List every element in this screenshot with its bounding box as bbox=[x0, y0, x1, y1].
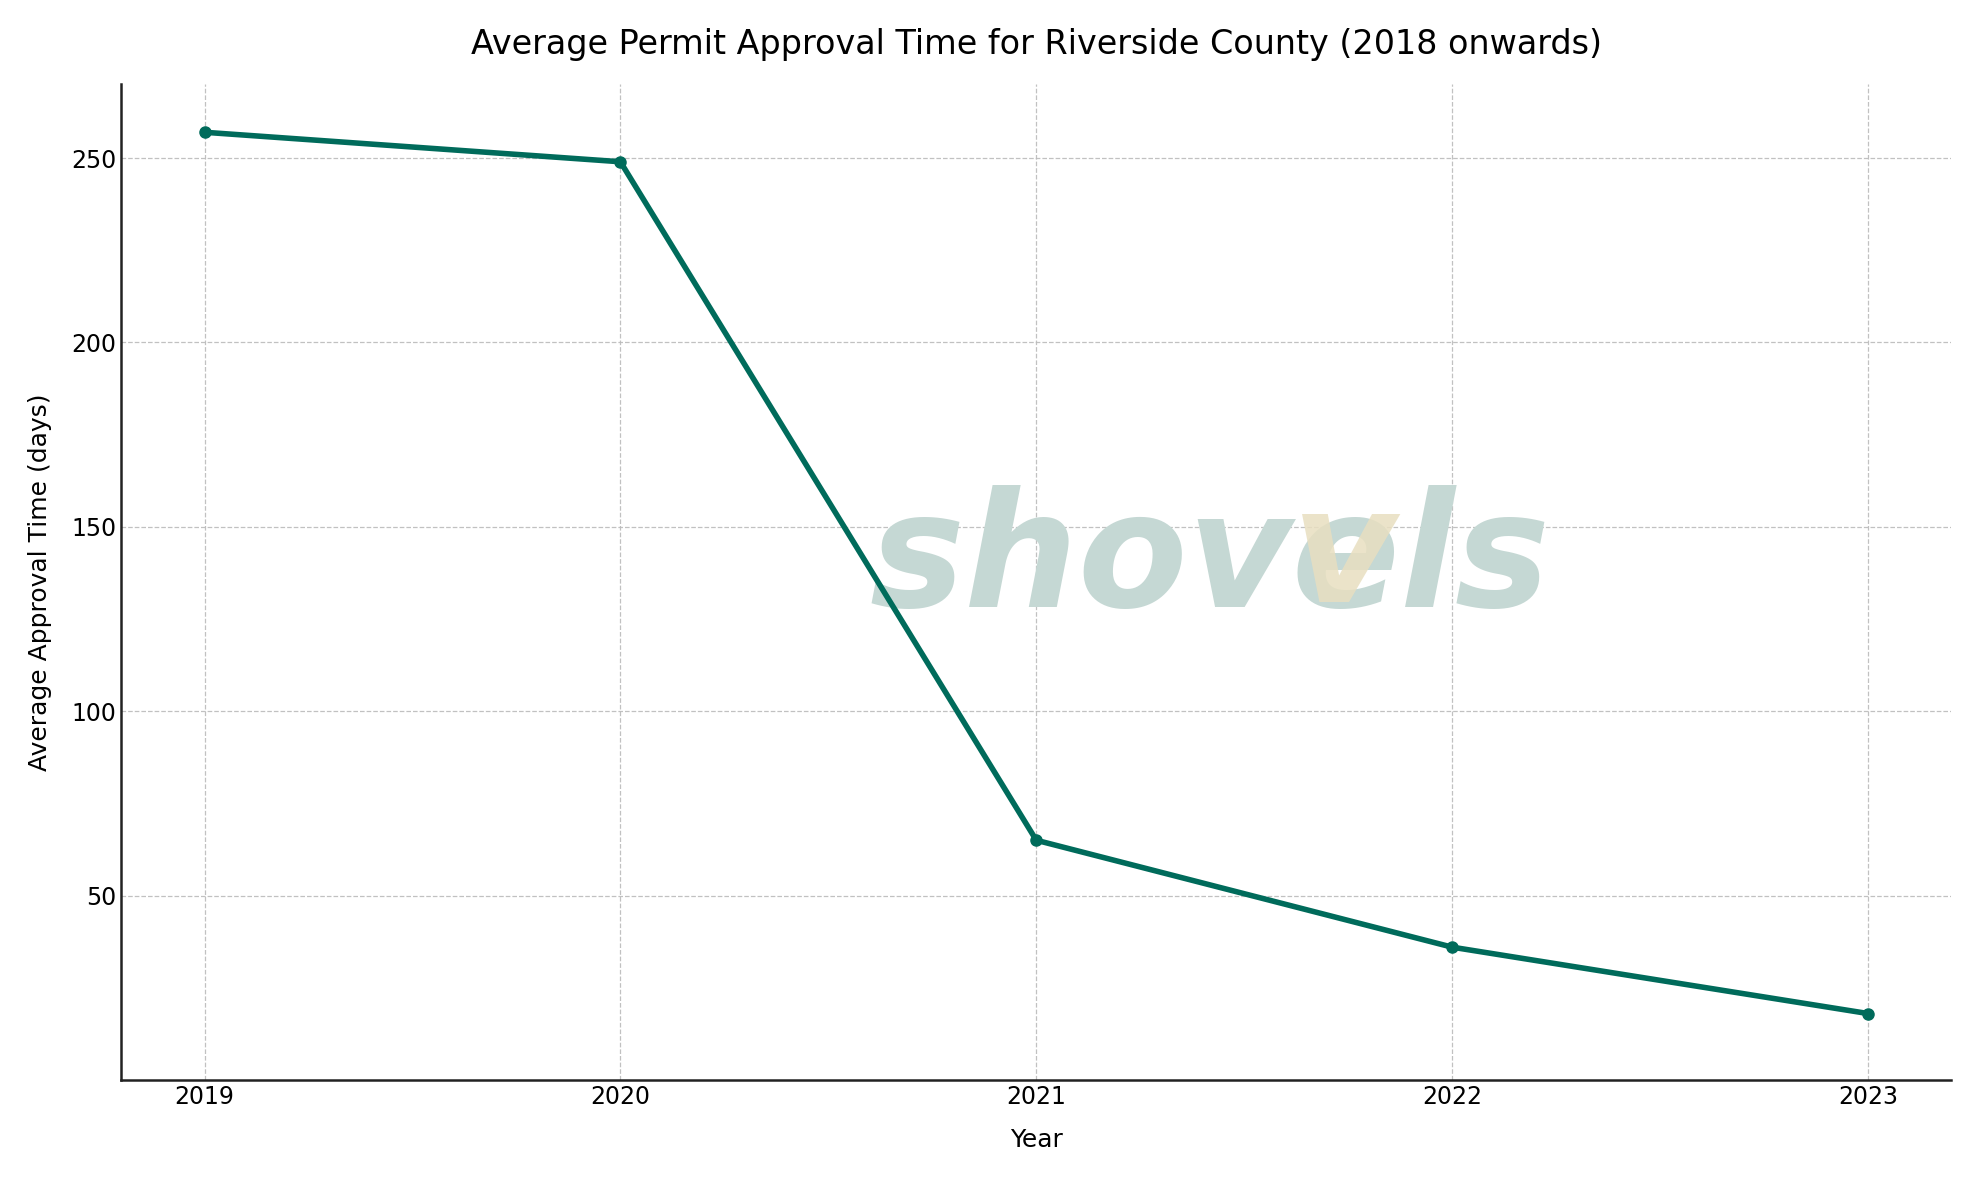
Text: shovels: shovels bbox=[869, 485, 1552, 640]
X-axis label: Year: Year bbox=[1009, 1128, 1063, 1152]
Y-axis label: Average Approval Time (days): Average Approval Time (days) bbox=[28, 393, 51, 771]
Text: v: v bbox=[1292, 480, 1395, 635]
Title: Average Permit Approval Time for Riverside County (2018 onwards): Average Permit Approval Time for Riversi… bbox=[471, 28, 1601, 61]
